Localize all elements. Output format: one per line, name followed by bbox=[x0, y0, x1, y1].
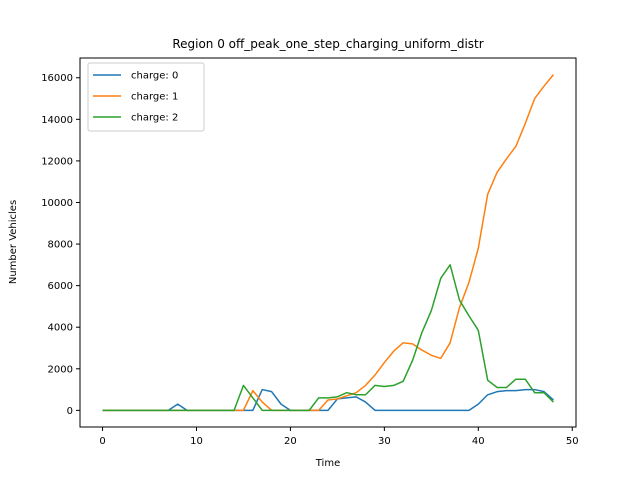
y-axis-label: Number Vehicles bbox=[8, 200, 19, 284]
legend-box bbox=[87, 62, 205, 132]
series-line-charge-2 bbox=[102, 264, 554, 412]
y-tick-label: 2000 bbox=[48, 364, 73, 375]
x-tick-label: 50 bbox=[566, 436, 579, 447]
y-tick-label: 12000 bbox=[41, 156, 73, 167]
y-tick-label: 4000 bbox=[48, 323, 73, 334]
chart-title: Region 0 off_peak_one_step_charging_unif… bbox=[172, 37, 483, 51]
y-tick-label: 10000 bbox=[41, 198, 73, 209]
x-axis: 0 10 20 30 40 50 bbox=[99, 427, 579, 447]
y-tick-label: 8000 bbox=[48, 240, 73, 251]
y-axis: 0 2000 4000 6000 8000 10000 12000 14000 16000 bbox=[41, 73, 80, 417]
x-axis-label: Time bbox=[315, 458, 340, 469]
x-tick-label: 0 bbox=[99, 436, 105, 447]
legend-entry: charge: 0 bbox=[131, 71, 178, 82]
legend: charge: 0 charge: 1 charge: 2 bbox=[87, 62, 205, 132]
x-tick-label: 40 bbox=[472, 436, 485, 447]
legend-entry: charge: 1 bbox=[131, 92, 178, 103]
series-layer bbox=[102, 74, 555, 412]
y-tick-label: 0 bbox=[67, 406, 73, 417]
x-tick-label: 10 bbox=[190, 436, 203, 447]
y-tick-label: 6000 bbox=[48, 281, 73, 292]
y-tick-label: 16000 bbox=[41, 73, 73, 84]
x-tick-label: 20 bbox=[284, 436, 297, 447]
legend-entry: charge: 2 bbox=[131, 113, 178, 124]
x-tick-label: 30 bbox=[378, 436, 391, 447]
y-tick-label: 14000 bbox=[41, 115, 73, 126]
series-line-charge-0 bbox=[102, 388, 554, 412]
